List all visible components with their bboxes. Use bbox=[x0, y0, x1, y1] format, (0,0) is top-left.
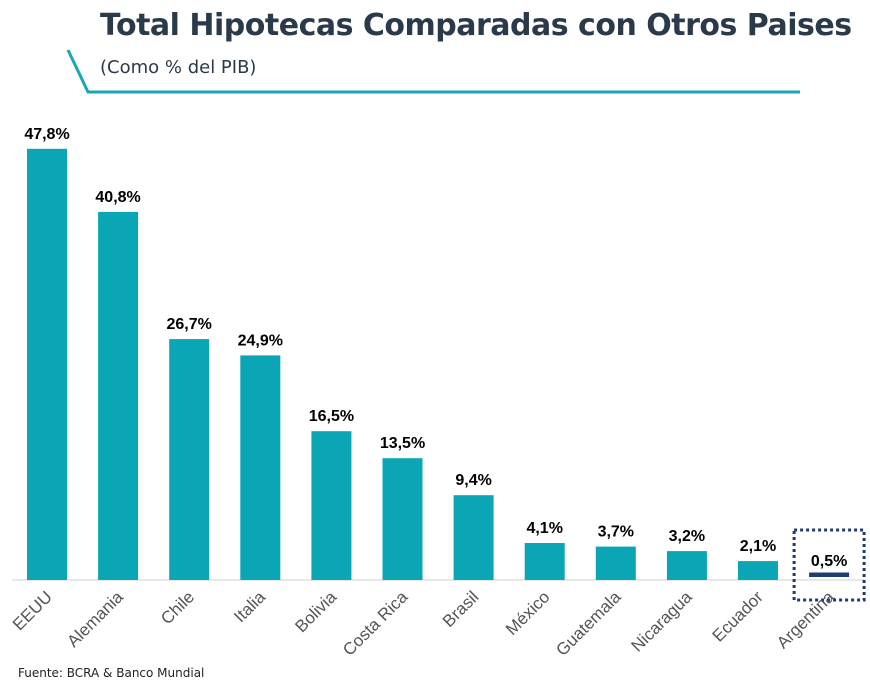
data-label: 47,8% bbox=[24, 126, 69, 143]
x-tick-label: Ecuador bbox=[709, 587, 767, 645]
data-label: 40,8% bbox=[95, 189, 140, 206]
x-tick-label: Alemania bbox=[63, 587, 127, 651]
data-label: 3,7% bbox=[598, 524, 634, 541]
bar-ecuador bbox=[738, 561, 778, 580]
chart-title: Total Hipotecas Comparadas con Otros Pai… bbox=[100, 8, 852, 43]
x-tick-label: EEUU bbox=[9, 587, 56, 634]
bar-méxico bbox=[524, 543, 565, 580]
bar-argentina bbox=[809, 572, 850, 577]
chart-subtitle: (Como % del PIB) bbox=[100, 57, 257, 78]
x-tick-label: Italia bbox=[230, 587, 269, 626]
bar-italia bbox=[240, 355, 281, 580]
bar-guatemala bbox=[595, 546, 636, 580]
x-tick-label: Costa Rica bbox=[339, 587, 412, 660]
x-tick-label: Chile bbox=[157, 587, 198, 628]
bar-bolivia bbox=[311, 431, 352, 580]
bar-costa-rica bbox=[382, 458, 423, 580]
data-label: 24,9% bbox=[238, 332, 283, 349]
x-tick-label: Nicaragua bbox=[627, 587, 696, 656]
data-label: 0,5% bbox=[811, 553, 847, 570]
x-tick-label: Bolivia bbox=[291, 587, 340, 636]
bar-eeuu bbox=[27, 148, 67, 581]
bar-nicaragua bbox=[666, 551, 707, 580]
x-tick-label: Brasil bbox=[439, 587, 482, 630]
x-tick-label: México bbox=[502, 587, 554, 639]
data-label: 4,1% bbox=[526, 520, 562, 537]
data-label: 3,2% bbox=[669, 528, 705, 545]
highlight-box bbox=[792, 528, 866, 602]
bar-brasil bbox=[453, 495, 494, 580]
x-tick-label: Argentina bbox=[773, 587, 838, 652]
data-label: 26,7% bbox=[167, 316, 212, 333]
source-note: Fuente: BCRA & Banco Mundial bbox=[18, 666, 205, 680]
x-tick-label: Guatemala bbox=[552, 587, 625, 660]
bar-chile bbox=[169, 339, 210, 580]
data-label: 2,1% bbox=[740, 538, 776, 555]
data-label: 16,5% bbox=[309, 408, 354, 425]
data-label: 9,4% bbox=[455, 472, 491, 489]
data-label: 13,5% bbox=[380, 435, 425, 452]
bar-alemania bbox=[98, 211, 139, 580]
title-accent-line bbox=[66, 49, 800, 94]
